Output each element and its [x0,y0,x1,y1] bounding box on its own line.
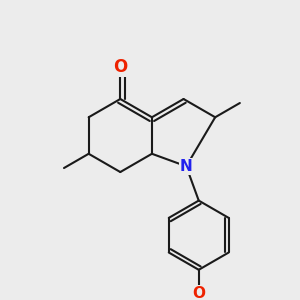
Text: O: O [192,286,205,300]
Text: O: O [113,58,127,76]
Text: N: N [180,159,193,174]
